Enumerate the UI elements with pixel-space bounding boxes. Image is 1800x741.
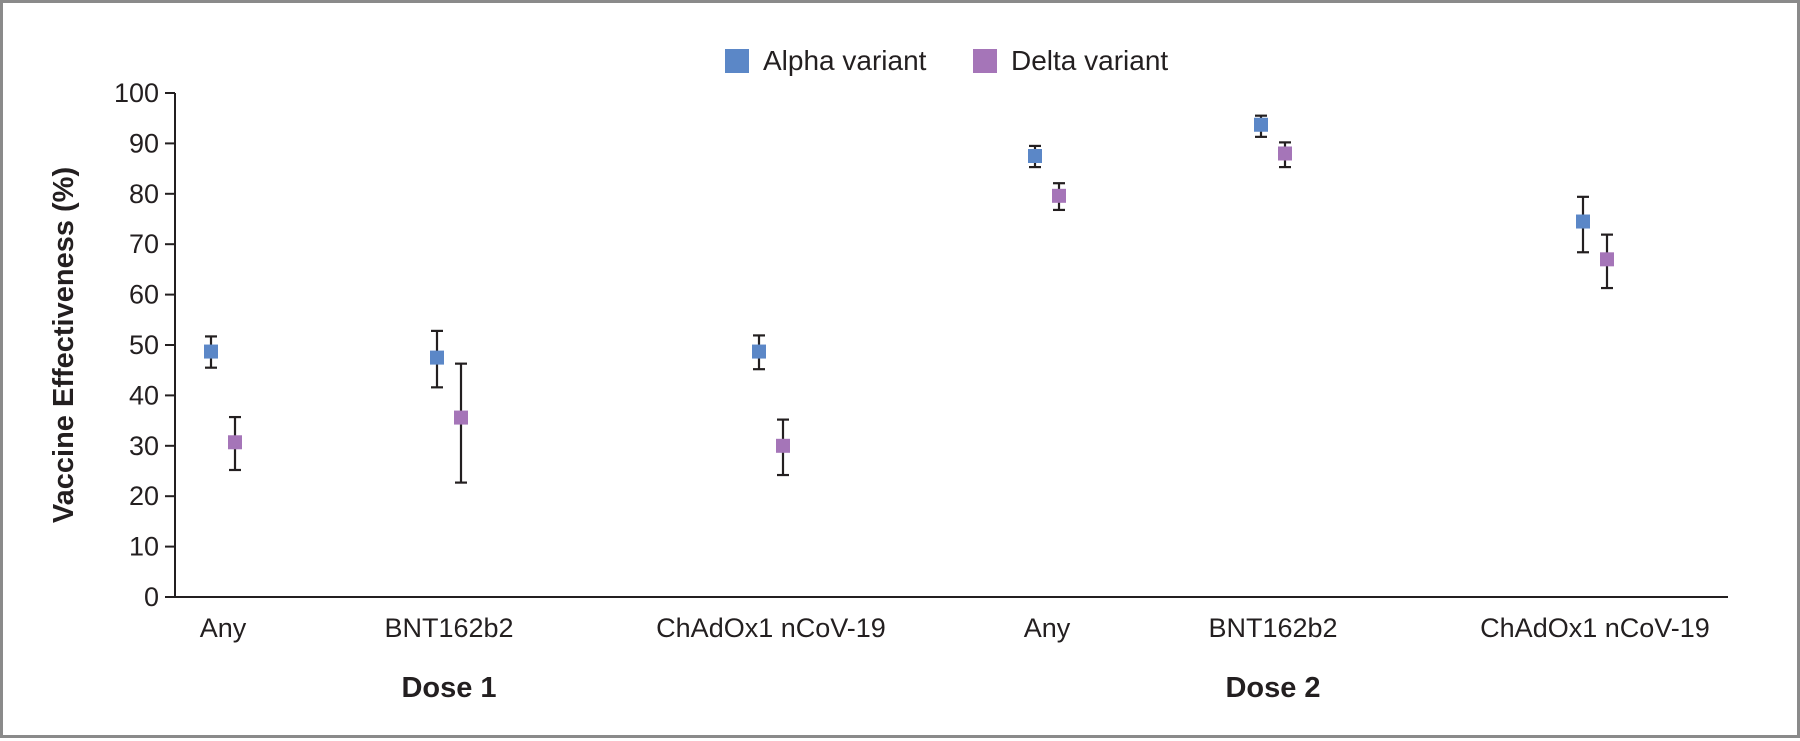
marker-delta-variant (1052, 188, 1066, 203)
y-tick-label: 40 (129, 380, 159, 410)
x-group-label: Dose 1 (401, 672, 496, 704)
y-tick-label: 20 (129, 481, 159, 511)
marker-delta-variant (1600, 252, 1614, 267)
y-axis: 0 10 20 30 40 50 60 70 80 90 100 Vaccine Effectiven… (48, 78, 176, 612)
point-alpha-variant (1576, 195, 1590, 254)
vaccine-effectiveness-chart: Alpha variant Delta variant 0 10 20 30 40 50 60… (48, 45, 1728, 704)
data-marks (204, 114, 1614, 484)
y-tick-label: 10 (129, 532, 159, 562)
x-category-label: BNT162b2 (384, 613, 513, 643)
legend-label: Alpha variant (763, 45, 927, 76)
y-tick-label: 30 (129, 431, 159, 461)
y-tick-label: 80 (129, 179, 159, 209)
point-delta-variant (1278, 141, 1292, 169)
x-category-label: Any (1024, 613, 1071, 643)
legend-label: Delta variant (1011, 45, 1168, 76)
marker-alpha-variant (1576, 214, 1590, 229)
legend: Alpha variant Delta variant (725, 45, 1168, 76)
legend-item: Delta variant (973, 45, 1168, 76)
legend-swatch (725, 49, 749, 73)
marker-delta-variant (228, 435, 242, 450)
marker-alpha-variant (1254, 117, 1268, 132)
point-alpha-variant (1254, 114, 1268, 138)
point-delta-variant (454, 362, 468, 484)
y-tick-label: 0 (144, 582, 159, 612)
marker-alpha-variant (752, 344, 766, 359)
point-delta-variant (1600, 233, 1614, 290)
legend-item: Alpha variant (725, 45, 927, 76)
y-tick-label: 60 (129, 280, 159, 310)
x-group-label: Dose 2 (1225, 672, 1320, 704)
y-tick-label: 90 (129, 128, 159, 158)
x-category-label: Any (200, 613, 247, 643)
y-tick-label: 100 (114, 78, 159, 108)
point-delta-variant (1052, 182, 1066, 212)
x-axis: Any BNT162b2 ChAdOx1 nCoV-19 Dose 1 Any BNT16… (175, 596, 1728, 704)
y-axis-title: Vaccine Effectiveness (%) (48, 167, 80, 523)
x-category-label: ChAdOx1 nCoV-19 (1480, 613, 1710, 643)
point-delta-variant (776, 418, 790, 477)
marker-delta-variant (776, 438, 790, 453)
marker-alpha-variant (204, 344, 218, 359)
point-alpha-variant (204, 335, 218, 369)
point-alpha-variant (1028, 144, 1042, 169)
marker-delta-variant (1278, 146, 1292, 161)
point-alpha-variant (430, 329, 444, 389)
legend-swatch (973, 49, 997, 73)
x-category-label: ChAdOx1 nCoV-19 (656, 613, 886, 643)
point-alpha-variant (752, 334, 766, 371)
point-delta-variant (228, 415, 242, 472)
y-tick-label: 50 (129, 330, 159, 360)
marker-delta-variant (454, 410, 468, 425)
y-tick-label: 70 (129, 229, 159, 259)
marker-alpha-variant (430, 350, 444, 365)
x-category-label: BNT162b2 (1208, 613, 1337, 643)
marker-alpha-variant (1028, 149, 1042, 163)
